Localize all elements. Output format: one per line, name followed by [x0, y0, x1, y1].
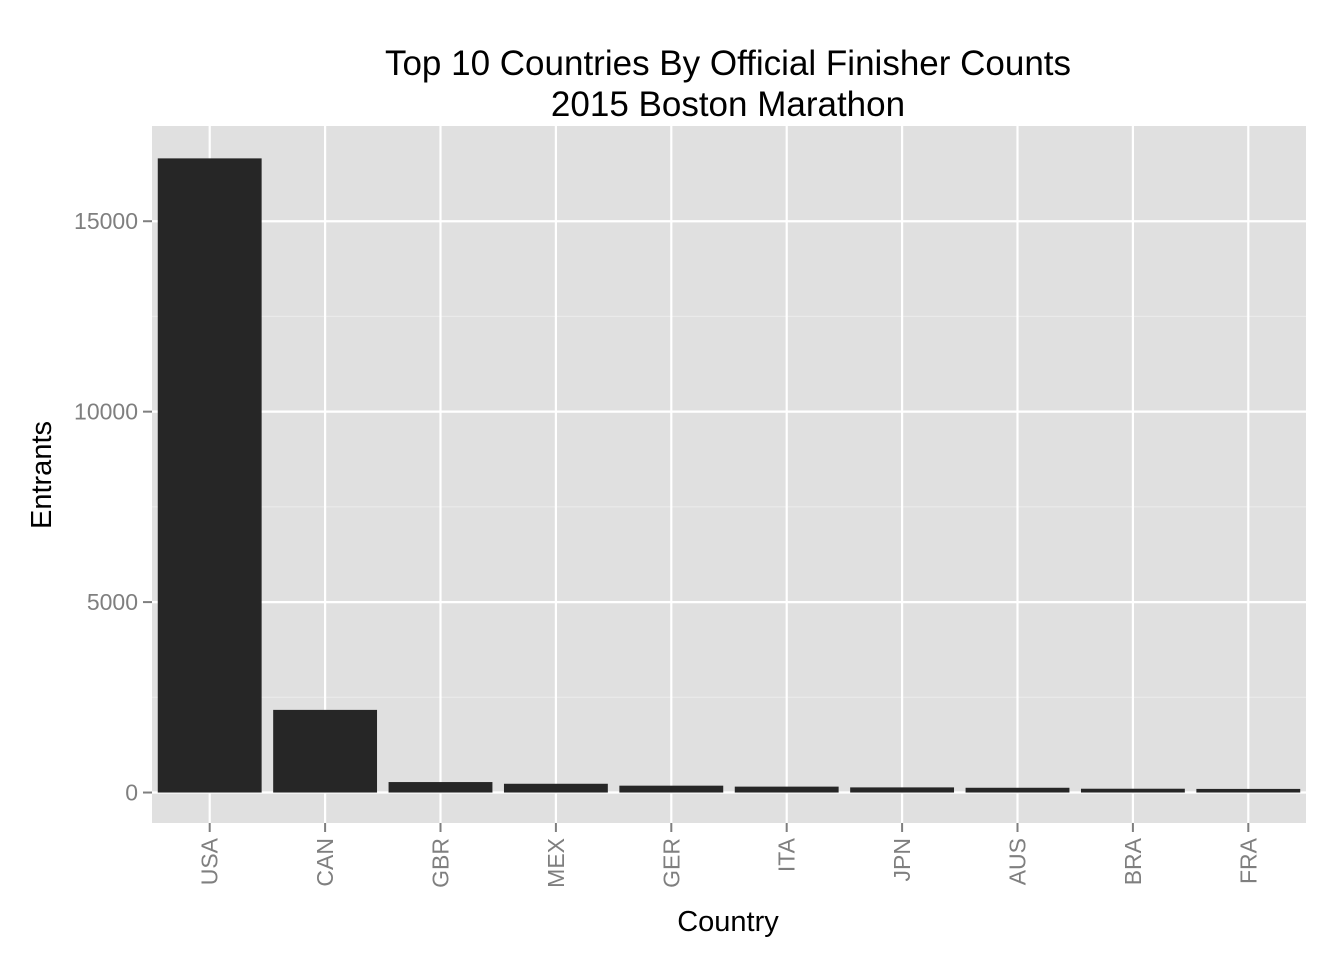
x-tick-label: GER	[658, 838, 684, 888]
chart-subtitle: 2015 Boston Marathon	[551, 85, 905, 124]
bar-jpn	[850, 787, 955, 793]
x-tick-label: BRA	[1120, 837, 1146, 885]
y-tick-label: 10000	[74, 399, 138, 425]
x-tick-label: GBR	[428, 838, 454, 888]
y-tick-label: 0	[125, 780, 138, 806]
x-tick-label: CAN	[312, 838, 338, 887]
bar-mex	[503, 783, 608, 793]
bar-aus	[965, 787, 1070, 793]
bars	[157, 158, 1301, 793]
x-tick-label: USA	[197, 837, 223, 885]
minor-gridlines	[152, 315, 1306, 698]
bar-gbr	[388, 782, 493, 793]
bar-can	[273, 709, 378, 793]
x-tick-label: AUS	[1005, 838, 1031, 885]
x-tick-label: MEX	[543, 838, 569, 888]
y-axis: 0 5000 10000 15000	[74, 208, 152, 806]
bar-ger	[619, 785, 724, 793]
bar-fra	[1196, 788, 1301, 793]
x-tick-label: ITA	[774, 837, 800, 872]
plot-panel	[152, 126, 1306, 823]
chart-title: Top 10 Countries By Official Finisher Co…	[385, 44, 1071, 83]
x-axis-title: Country	[677, 906, 779, 938]
x-axis: USA CAN GBR MEX GER ITA JPN AUS BRA FRA	[197, 823, 1261, 888]
bar-ita	[734, 786, 839, 793]
bar-bra	[1080, 788, 1185, 793]
y-tick-label: 15000	[74, 208, 138, 234]
y-axis-title: Entrants	[26, 421, 58, 529]
y-tick-label: 5000	[87, 589, 138, 615]
x-tick-label: FRA	[1235, 837, 1261, 884]
bar-usa	[157, 158, 262, 793]
x-tick-label: JPN	[889, 838, 915, 881]
